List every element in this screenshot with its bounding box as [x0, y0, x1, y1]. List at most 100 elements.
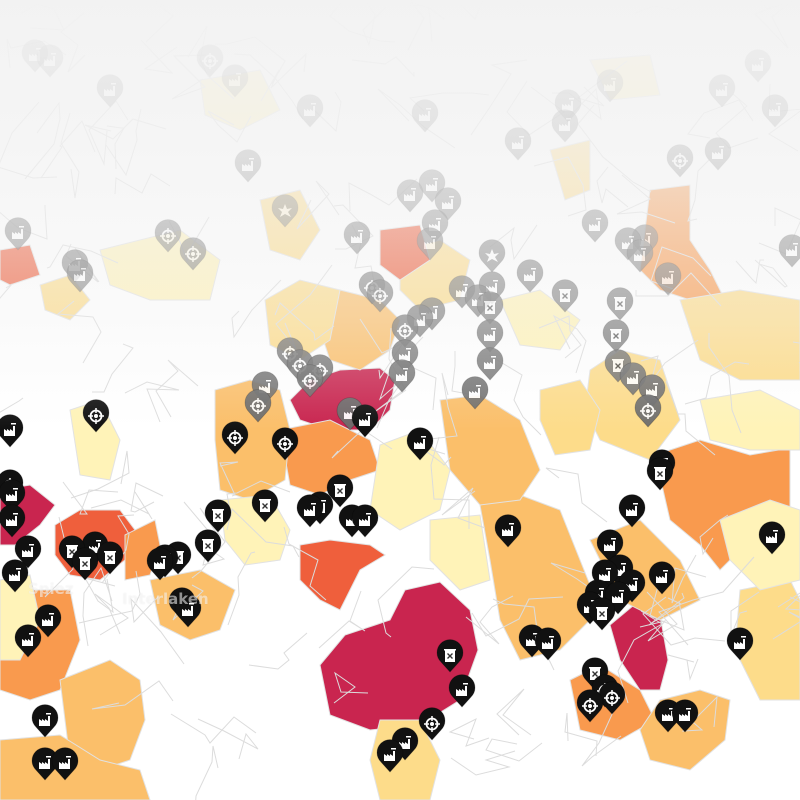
- region-border: [130, 596, 185, 665]
- factory-icon: [766, 530, 778, 543]
- region-border: [545, 467, 608, 523]
- region-border: [90, 491, 153, 520]
- map-marker[interactable]: [194, 529, 222, 563]
- factory-icon: [39, 756, 51, 769]
- region-border: [70, 450, 130, 499]
- barrel-hazard-icon: [79, 557, 91, 570]
- region-border: [195, 745, 219, 800]
- region-border: [130, 482, 164, 513]
- factory-icon: [604, 538, 616, 551]
- map-marker[interactable]: [436, 639, 464, 673]
- barrel-hazard-icon: [66, 545, 78, 558]
- place-label-spiez: Spiez: [28, 580, 74, 598]
- region-border: [91, 680, 174, 710]
- map-marker[interactable]: [376, 739, 404, 773]
- map-marker[interactable]: [418, 707, 446, 741]
- map-marker[interactable]: [96, 541, 124, 575]
- region-border: [82, 566, 113, 647]
- map-marker[interactable]: [1, 559, 29, 593]
- barrel-hazard-icon: [444, 649, 456, 662]
- map-marker[interactable]: [648, 561, 676, 595]
- factory-icon: [9, 568, 21, 581]
- barrel-hazard-icon: [202, 539, 214, 552]
- region-border: [448, 717, 490, 747]
- factory-icon: [662, 708, 674, 721]
- target-icon: [424, 716, 440, 732]
- factory-icon: [656, 570, 668, 583]
- map-marker[interactable]: [0, 504, 26, 538]
- map-marker[interactable]: [14, 535, 42, 569]
- region-border: [581, 709, 622, 767]
- factory-icon: [304, 503, 316, 516]
- barrel-hazard-icon: [614, 297, 626, 310]
- region-border: [94, 593, 129, 636]
- region-border: [667, 654, 699, 681]
- factory-icon: [679, 708, 691, 721]
- region-border: [248, 632, 308, 670]
- region-border: [430, 436, 470, 529]
- map-marker[interactable]: [174, 594, 202, 628]
- barrel-hazard-icon: [104, 551, 116, 564]
- factory-icon: [612, 590, 624, 603]
- map-marker[interactable]: [71, 547, 99, 581]
- region-high[interactable]: [299, 539, 386, 611]
- map-marker[interactable]: [296, 494, 324, 528]
- map-marker[interactable]: [598, 681, 626, 715]
- map-marker[interactable]: [596, 529, 624, 563]
- region-low[interactable]: [429, 514, 491, 591]
- region-border: [772, 611, 800, 640]
- factory-icon: [502, 523, 514, 536]
- barrel-hazard-icon: [610, 329, 622, 342]
- map-marker[interactable]: [726, 627, 754, 661]
- region-border: [318, 590, 366, 649]
- barrel-hazard-icon: [259, 499, 271, 512]
- map-marker[interactable]: [51, 747, 79, 781]
- region-border: [283, 526, 327, 601]
- map-marker[interactable]: [588, 597, 616, 631]
- factory-icon: [456, 683, 468, 696]
- map-marker[interactable]: [0, 479, 26, 513]
- map-marker[interactable]: [251, 489, 279, 523]
- region-border: [377, 566, 435, 638]
- factory-icon: [6, 513, 18, 526]
- region-low[interactable]: [719, 499, 800, 591]
- map-marker[interactable]: [618, 494, 646, 528]
- barrel-hazard-icon: [559, 289, 571, 302]
- factory-icon: [182, 603, 194, 616]
- factory-icon: [59, 756, 71, 769]
- map-marker[interactable]: [576, 689, 604, 723]
- map-marker[interactable]: [351, 504, 379, 538]
- barrel-hazard-icon: [334, 484, 346, 497]
- map-marker[interactable]: [204, 499, 232, 533]
- factory-icon: [22, 544, 34, 557]
- region-border: [471, 596, 564, 637]
- barrel-hazard-icon: [212, 509, 224, 522]
- region-border: [78, 570, 141, 624]
- map-marker[interactable]: [34, 604, 62, 638]
- factory-icon: [359, 513, 371, 526]
- map-marker[interactable]: [494, 514, 522, 548]
- region-border: [639, 591, 678, 642]
- region-border: [671, 554, 707, 604]
- factory-icon: [39, 713, 51, 726]
- place-label-interlaken: Interlaken: [122, 590, 209, 608]
- factory-icon: [42, 613, 54, 626]
- region-border: [496, 688, 532, 736]
- factory-icon: [599, 568, 611, 581]
- map-marker[interactable]: [448, 674, 476, 708]
- factory-icon: [22, 633, 34, 646]
- map-marker[interactable]: [646, 457, 674, 491]
- map-marker[interactable]: [534, 627, 562, 661]
- map-marker[interactable]: [326, 474, 354, 508]
- map-marker[interactable]: [271, 427, 299, 461]
- map-marker[interactable]: [146, 547, 174, 581]
- map-marker[interactable]: [671, 699, 699, 733]
- factory-icon: [414, 436, 426, 449]
- map-marker[interactable]: [758, 521, 786, 555]
- map-marker[interactable]: [31, 704, 59, 738]
- map-pin-icon: [1, 559, 29, 593]
- map-marker[interactable]: [14, 624, 42, 658]
- region-border: [441, 487, 486, 529]
- region-border: [227, 551, 256, 626]
